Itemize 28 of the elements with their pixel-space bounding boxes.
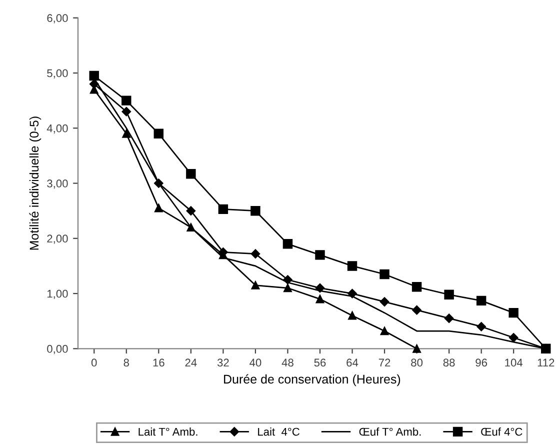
y-tick-label: 2,00 [47, 234, 68, 244]
x-tick-label: 32 [217, 358, 229, 367]
x-tick-label: 16 [153, 358, 164, 367]
legend-label: Lait T° Amb. [138, 428, 198, 436]
y-tick-label: 0,00 [47, 344, 68, 354]
y-tick-label: 1,00 [47, 290, 68, 299]
y-axis-title: Motilité individuelle (0-5) [29, 116, 42, 250]
x-tick-label: 56 [314, 358, 326, 367]
x-tick-label: 96 [476, 358, 488, 367]
x-tick-label: 0 [91, 358, 97, 367]
y-tick-label: 5,00 [47, 69, 68, 78]
y-tick-label: 6,00 [47, 14, 68, 24]
legend-label: Œuf 4°C [481, 428, 522, 436]
x-tick-label: 88 [443, 358, 455, 367]
x-tick-label: 104 [505, 358, 523, 367]
x-tick-label: 48 [282, 358, 294, 367]
y-tick-label: 3,00 [47, 180, 68, 189]
x-tick-label: 24 [185, 358, 197, 366]
x-tick-label: 64 [346, 358, 358, 367]
x-tick-label: 40 [250, 358, 262, 367]
legend-label: Œuf T° Amb. [359, 428, 421, 436]
y-tick-label: 4,00 [46, 124, 68, 134]
x-axis-title: Durée de conservation (Heures) [224, 374, 400, 386]
legend-label: Lait 4°C [258, 428, 300, 436]
x-tick-label: 8 [124, 358, 129, 367]
x-tick-label: 80 [411, 358, 423, 367]
x-tick-label: 72 [378, 358, 390, 366]
x-tick-label: 112 [538, 358, 554, 366]
